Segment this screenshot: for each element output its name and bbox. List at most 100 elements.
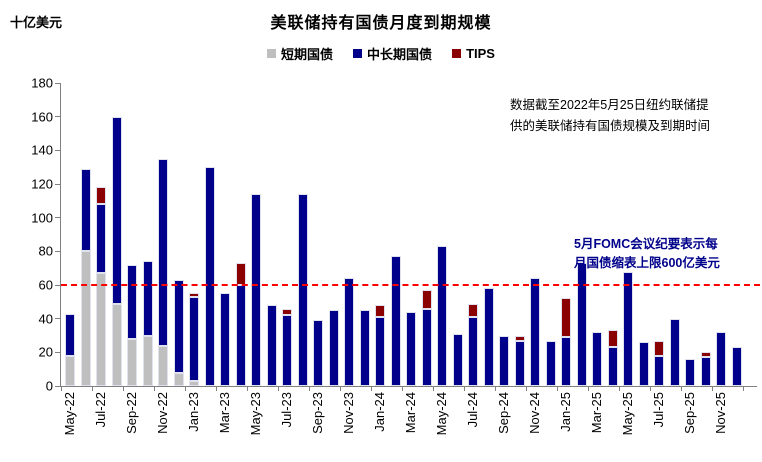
bar-segment-Nov-24-notes [530, 278, 540, 386]
bar-segment-Mar-23-notes [220, 293, 230, 386]
bar-segment-Dec-22-bills [173, 372, 184, 386]
y-axis-tick [55, 149, 60, 151]
legend-label: 中长期国债 [367, 47, 433, 62]
bar-segment-Feb-23-notes [204, 167, 215, 386]
bar-segment-Oct-24-tips [514, 335, 525, 341]
bar-segment-Jul-24-tips [468, 303, 478, 317]
y-axis-tick [55, 284, 60, 286]
bar-segment-Nov-22-bills [158, 345, 168, 386]
bar-segment-Nov-25-notes [716, 332, 726, 386]
data-source-annotation-line1: 数据截至2022年5月25日纽约联储提 [510, 98, 709, 112]
bar-segment-Jul-23-notes [282, 315, 292, 386]
y-axis-tick [55, 318, 60, 320]
x-axis-label-Mar-25: Mar-25 [589, 392, 604, 434]
y-axis-label: 0 [45, 378, 53, 394]
y-axis-tick [55, 82, 60, 84]
y-axis-unit-label: 十亿美元 [10, 15, 63, 30]
bar-segment-Oct-24-notes [514, 340, 525, 386]
y-axis-label: 140 [31, 142, 53, 158]
x-axis-tick [619, 387, 620, 391]
y-axis-label: 60 [38, 277, 53, 293]
bar-segment-Oct-25-notes [700, 357, 711, 386]
chart-title: 美联储持有国债月度到期规模 [270, 15, 492, 32]
data-source-annotation: 数据截至2022年5月25日纽约联储提 供的美联储持有国债规模及到期时间 [510, 95, 746, 136]
bar-segment-Jul-22-bills [96, 273, 106, 386]
bar-segment-Apr-25-tips [607, 330, 618, 348]
x-axis-label-Nov-25: Nov-25 [713, 392, 728, 434]
x-axis-tick [743, 387, 744, 391]
y-axis-tick [55, 116, 60, 118]
data-source-annotation-line2: 供的美联储持有国债规模及到期时间 [510, 118, 711, 133]
x-axis-tick [650, 387, 651, 391]
x-axis-tick [61, 387, 62, 391]
bar-segment-Aug-22-notes [111, 116, 122, 304]
bar-segment-May-24-notes [437, 246, 447, 386]
bar-segment-Jun-24-notes [452, 333, 463, 386]
bar-segment-Jul-22-tips [96, 187, 106, 205]
bar-segment-May-22-bills [65, 355, 75, 386]
x-axis-label-Nov-22: Nov-22 [155, 392, 170, 434]
x-axis-tick [557, 387, 558, 391]
x-axis-tick [526, 387, 527, 391]
bar-segment-Aug-22-bills [111, 303, 122, 386]
bar-segment-Nov-23-notes [344, 278, 354, 386]
bar-segment-Aug-23-notes [297, 194, 308, 386]
bar-segment-Dec-22-notes [173, 279, 184, 373]
x-axis-tick [402, 387, 403, 391]
x-axis-tick [216, 387, 217, 391]
x-axis-label-Mar-24: Mar-24 [403, 392, 418, 434]
y-axis-tick [55, 217, 60, 219]
x-axis-label-Nov-23: Nov-23 [341, 392, 356, 434]
bar-segment-Aug-24-notes [483, 288, 494, 386]
bar-segment-Dec-23-notes [359, 310, 370, 386]
bar-segment-Jun-25-notes [638, 342, 649, 386]
y-axis-label: 80 [38, 243, 53, 259]
bar-segment-Jul-22-notes [96, 204, 106, 274]
x-axis-tick [247, 387, 248, 391]
x-axis-label-Jul-25: Jul-25 [651, 392, 666, 428]
x-axis-tick [154, 387, 155, 391]
fomc-cap-annotation-line2: 月国债缩表上限600亿美元 [574, 255, 720, 270]
x-axis-tick [681, 387, 682, 391]
bar-segment-Dec-25-notes [731, 347, 742, 386]
fomc-cap-annotation: 5月FOMC会议纪要表示每 月国债缩表上限600亿美元 [574, 235, 744, 273]
bar-segment-Jul-23-tips [282, 308, 292, 316]
bar-segment-Apr-25-notes [607, 347, 618, 386]
x-axis-label-Sep-23: Sep-23 [310, 392, 325, 434]
bar-segment-Oct-23-notes [328, 310, 339, 386]
x-axis-tick [712, 387, 713, 391]
reference-line-60bn [61, 284, 760, 286]
x-axis-tick [495, 387, 496, 391]
legend-item-0: 短期国债 [267, 44, 333, 63]
x-axis-tick [588, 387, 589, 391]
bar-segment-Nov-22-notes [158, 158, 168, 346]
bar-segment-Jan-23-tips [189, 293, 199, 297]
bar-segment-Sep-23-notes [313, 320, 323, 386]
x-axis-label-Sep-22: Sep-22 [124, 392, 139, 434]
x-axis-label-Sep-24: Sep-24 [496, 392, 511, 434]
bar-segment-Apr-24-tips [421, 290, 432, 309]
bar-segment-Jun-22-bills [80, 251, 91, 386]
bar-segment-May-23-notes [251, 194, 261, 386]
y-axis-label: 100 [31, 210, 53, 226]
x-axis-tick [340, 387, 341, 391]
bar-segment-Apr-23-notes [235, 285, 246, 386]
x-axis-label-May-25: May-25 [620, 392, 635, 436]
legend-label: 短期国债 [281, 47, 334, 62]
y-axis-tick [55, 183, 60, 185]
y-axis-label: 180 [31, 75, 53, 91]
y-axis-label: 40 [38, 311, 53, 327]
x-axis-tick [464, 387, 465, 391]
x-axis-label-May-24: May-24 [434, 392, 449, 436]
bar-segment-Jan-23-bills [189, 380, 199, 386]
fomc-cap-annotation-line1: 5月FOMC会议纪要表示每 [574, 237, 718, 251]
bar-segment-Jun-22-notes [80, 168, 91, 252]
x-axis-tick [92, 387, 93, 391]
x-axis-tick [433, 387, 434, 391]
x-axis-label-Jan-23: Jan-23 [186, 392, 201, 432]
legend-item-2: TIPS [452, 44, 495, 63]
x-axis-label-Jan-24: Jan-24 [372, 392, 387, 432]
x-axis-label-Jul-23: Jul-23 [279, 392, 294, 428]
bar-segment-Oct-22-bills [142, 335, 153, 386]
